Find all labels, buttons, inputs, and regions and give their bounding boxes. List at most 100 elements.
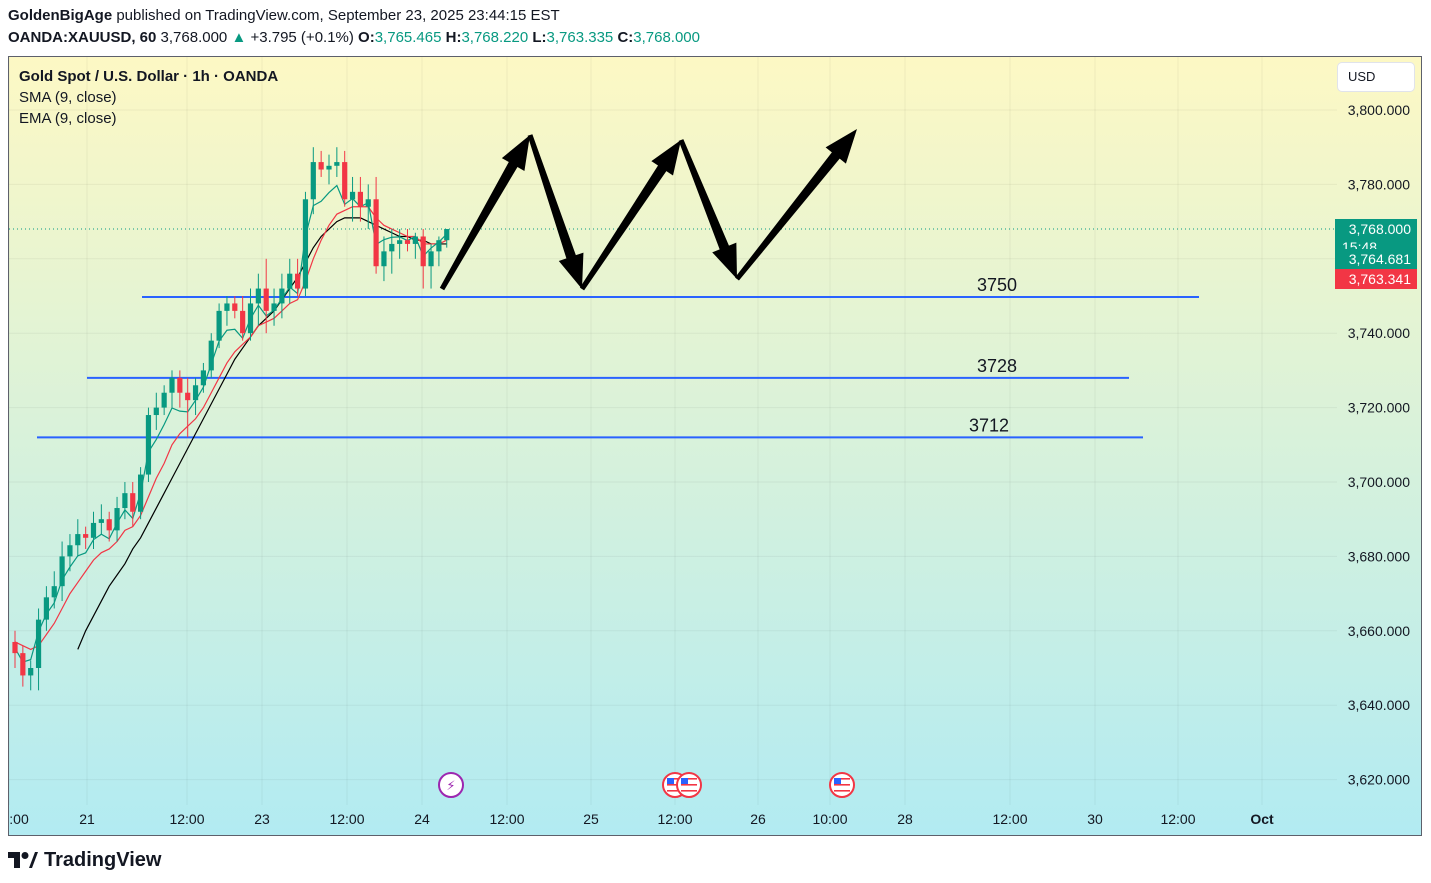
candle-body xyxy=(98,519,104,523)
chart-area[interactable]: 3750 3728 3712 ⚡ 3,620.000 3,640.000 3,660.0… xyxy=(8,56,1422,836)
candle[interactable] xyxy=(271,288,277,326)
candle[interactable] xyxy=(75,519,81,557)
candle[interactable] xyxy=(232,296,238,319)
projection-arrow[interactable] xyxy=(439,135,530,291)
x-tick-label: 12:00 xyxy=(1160,811,1195,827)
candle[interactable] xyxy=(67,534,73,572)
candle[interactable] xyxy=(412,232,418,259)
candle[interactable] xyxy=(200,362,206,393)
candle[interactable] xyxy=(106,511,112,542)
price-chart[interactable]: 3750 3728 3712 ⚡ 3,620.000 3,640.000 3,660.0… xyxy=(9,57,1421,835)
candle-body xyxy=(342,162,348,200)
candle[interactable] xyxy=(295,258,301,296)
change-arrow-icon: ▲ xyxy=(231,29,247,46)
candle[interactable] xyxy=(326,154,332,185)
candle-body xyxy=(295,273,301,289)
candle[interactable] xyxy=(404,229,411,252)
candle[interactable] xyxy=(420,229,426,289)
candle[interactable] xyxy=(349,176,356,222)
candle[interactable] xyxy=(381,236,387,282)
x-tick-label: 10:00 xyxy=(812,811,847,827)
candle[interactable] xyxy=(145,407,152,482)
flag-stripe xyxy=(667,781,683,783)
candle[interactable] xyxy=(12,630,18,668)
candle[interactable] xyxy=(90,511,97,549)
candle[interactable] xyxy=(287,258,293,304)
x-tick-label: :00 xyxy=(9,811,29,827)
candle[interactable] xyxy=(83,526,89,549)
currency-button[interactable]: USD xyxy=(1337,62,1415,92)
candle[interactable] xyxy=(302,191,309,296)
projection-arrow[interactable] xyxy=(678,139,737,279)
symbol-label[interactable]: OANDA:XAUUSD, 60 xyxy=(8,29,157,46)
candle[interactable] xyxy=(28,660,34,691)
candle[interactable] xyxy=(279,273,285,319)
candle[interactable] xyxy=(389,229,395,274)
event-flash-icon[interactable]: ⚡ xyxy=(438,772,464,798)
candle[interactable] xyxy=(310,147,316,215)
candle[interactable] xyxy=(428,243,434,289)
candle[interactable] xyxy=(35,608,42,691)
candle[interactable] xyxy=(43,586,49,631)
candle[interactable] xyxy=(59,541,65,602)
candle[interactable] xyxy=(130,482,136,527)
candle-body xyxy=(310,162,316,200)
candles[interactable] xyxy=(12,147,450,691)
candle[interactable] xyxy=(444,229,450,248)
candle[interactable] xyxy=(169,370,175,408)
price-tag[interactable]: 3,763.341 xyxy=(1335,269,1417,289)
tradingview-icon xyxy=(8,852,38,868)
candle[interactable] xyxy=(208,333,214,378)
price-tag[interactable]: 3,764.681 xyxy=(1335,249,1417,269)
candle[interactable] xyxy=(161,385,167,416)
price-tag-value: 3,763.341 xyxy=(1349,271,1411,287)
price-tag-value: 3,768.000 xyxy=(1349,221,1411,237)
tradingview-logo[interactable]: TradingView xyxy=(8,848,161,872)
candle[interactable] xyxy=(365,184,371,230)
candle[interactable] xyxy=(98,504,104,535)
projection-arrows[interactable] xyxy=(439,129,857,291)
candle[interactable] xyxy=(138,467,144,520)
candle[interactable] xyxy=(263,258,269,334)
candle[interactable] xyxy=(20,645,26,687)
candle[interactable] xyxy=(334,147,340,177)
candle[interactable] xyxy=(247,288,254,341)
candle[interactable] xyxy=(318,150,324,177)
candle[interactable] xyxy=(122,482,128,520)
projection-arrow[interactable] xyxy=(579,140,681,291)
candle-body xyxy=(192,385,199,401)
price-axis[interactable]: 3,620.000 3,640.000 3,660.000 3,680.000 3,70… xyxy=(1335,102,1417,788)
projection-arrow[interactable] xyxy=(735,129,857,281)
candle[interactable] xyxy=(114,496,120,542)
candle[interactable] xyxy=(224,296,230,326)
candle[interactable] xyxy=(51,571,57,609)
legend-title[interactable]: Gold Spot / U.S. Dollar · 1h · OANDA xyxy=(19,68,279,85)
event-markers[interactable]: ⚡ xyxy=(438,772,855,798)
author-name[interactable]: GoldenBigAge xyxy=(8,7,113,24)
candle[interactable] xyxy=(255,273,261,326)
legend-ema[interactable]: EMA (9, close) xyxy=(19,110,117,127)
candle[interactable] xyxy=(342,150,348,207)
projection-arrow[interactable] xyxy=(527,134,584,289)
arrow-shape xyxy=(735,129,857,281)
candle[interactable] xyxy=(240,296,246,341)
us-flag-icon[interactable] xyxy=(676,772,702,798)
candle[interactable] xyxy=(153,392,159,430)
candle[interactable] xyxy=(397,229,403,259)
candle[interactable] xyxy=(177,370,183,408)
support-levels[interactable]: 3750 3728 3712 xyxy=(37,275,1199,439)
candle-body xyxy=(232,303,238,311)
candle[interactable] xyxy=(185,377,191,438)
candle[interactable] xyxy=(436,236,442,267)
time-axis[interactable]: :00 21 12:00 23 12:00 24 12:00 25 12:00 26 10:00 28… xyxy=(9,811,1274,827)
us-flag-icon[interactable] xyxy=(829,772,855,798)
level-label-3712: 3712 xyxy=(969,415,1009,435)
legend-sma[interactable]: SMA (9, close) xyxy=(19,89,117,106)
candle[interactable] xyxy=(192,377,199,416)
candle[interactable] xyxy=(216,303,222,349)
arrow-shape xyxy=(579,140,681,291)
candle[interactable] xyxy=(373,176,379,274)
flag-stripe xyxy=(681,790,697,792)
candle[interactable] xyxy=(357,176,363,222)
